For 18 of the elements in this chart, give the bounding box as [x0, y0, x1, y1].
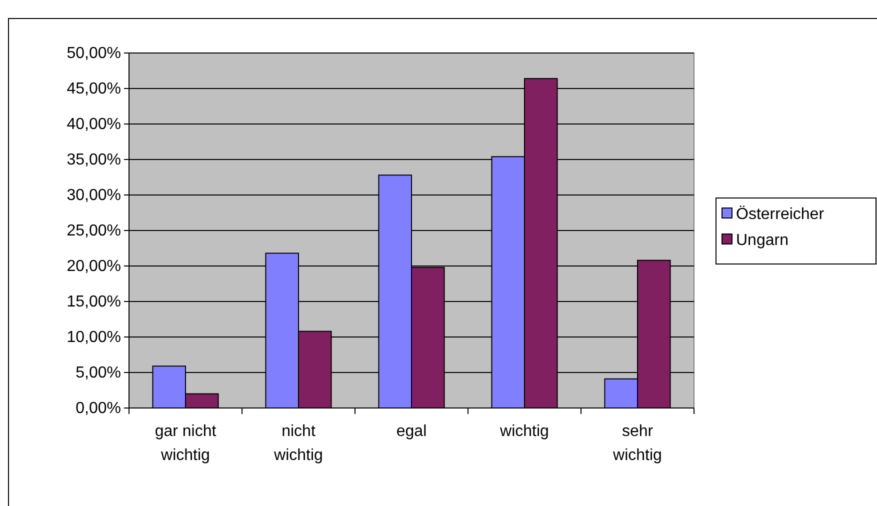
x-tick-label: wichtig [499, 423, 549, 440]
legend-label: Ungarn [736, 232, 788, 249]
y-tick-label: 45,00% [66, 80, 121, 98]
x-tick-label: egal [396, 423, 427, 440]
y-tick-label: 20,00% [66, 258, 121, 276]
y-tick-label: 5,00% [76, 364, 121, 382]
y-tick-label: 0,00% [76, 400, 121, 418]
legend-label: Österreicher [736, 205, 825, 223]
y-tick-label: 10,00% [66, 329, 121, 346]
y-tick-label: 50,00% [66, 45, 121, 62]
y-tick-label: 40,00% [66, 116, 121, 134]
y-tick-label: 25,00% [66, 222, 121, 240]
x-tick-label: nicht wichtig [273, 423, 323, 464]
x-tick-label: sehr wichtig [612, 423, 662, 464]
y-tick-label: 35,00% [66, 152, 121, 169]
y-tick-label: 15,00% [66, 294, 121, 311]
x-tick-label: gar nicht wichtig [154, 423, 217, 464]
y-tick-label: 30,00% [66, 187, 121, 204]
